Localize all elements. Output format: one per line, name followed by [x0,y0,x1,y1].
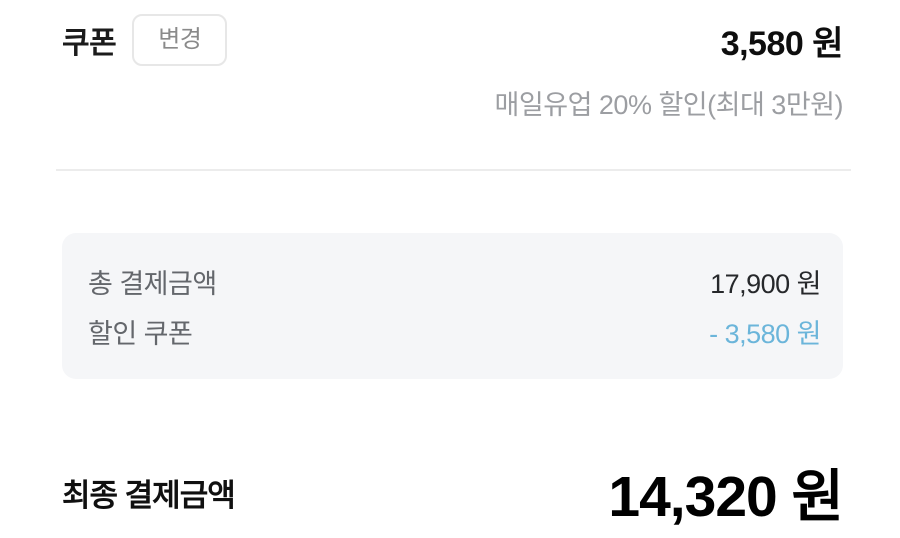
total-payment-label: 총 결제금액 [88,268,217,299]
coupon-row: 쿠폰 변경 3,580 원 [62,0,844,66]
final-amount-value: 14,320 원 [608,465,844,529]
total-payment-value: 17,900 원 [710,268,821,299]
coupon-discount-value: - 3,580 원 [709,318,821,349]
final-amount-section: 최종 결제금액 14,320 원 [62,451,844,533]
coupon-title-group: 쿠폰 변경 [62,14,228,66]
coupon-section: 쿠폰 변경 3,580 원 매일유업 20% 할인(최대 3만원) [62,0,844,122]
coupon-description: 매일유업 20% 할인(최대 3만원) [494,90,844,120]
section-divider [56,169,851,171]
coupon-discount-label: 할인 쿠폰 [88,318,193,349]
final-amount-label: 최종 결제금액 [62,477,236,513]
coupon-discount-amount: 3,580 원 [720,24,844,63]
coupon-section-title: 쿠폰 [62,27,117,60]
summary-row-coupon: 할인 쿠폰 - 3,580 원 [88,306,821,356]
coupon-change-button[interactable]: 변경 [132,14,228,66]
summary-row-total: 총 결제금액 17,900 원 [88,256,821,306]
payment-summary-box: 총 결제금액 17,900 원 할인 쿠폰 - 3,580 원 [62,233,843,379]
